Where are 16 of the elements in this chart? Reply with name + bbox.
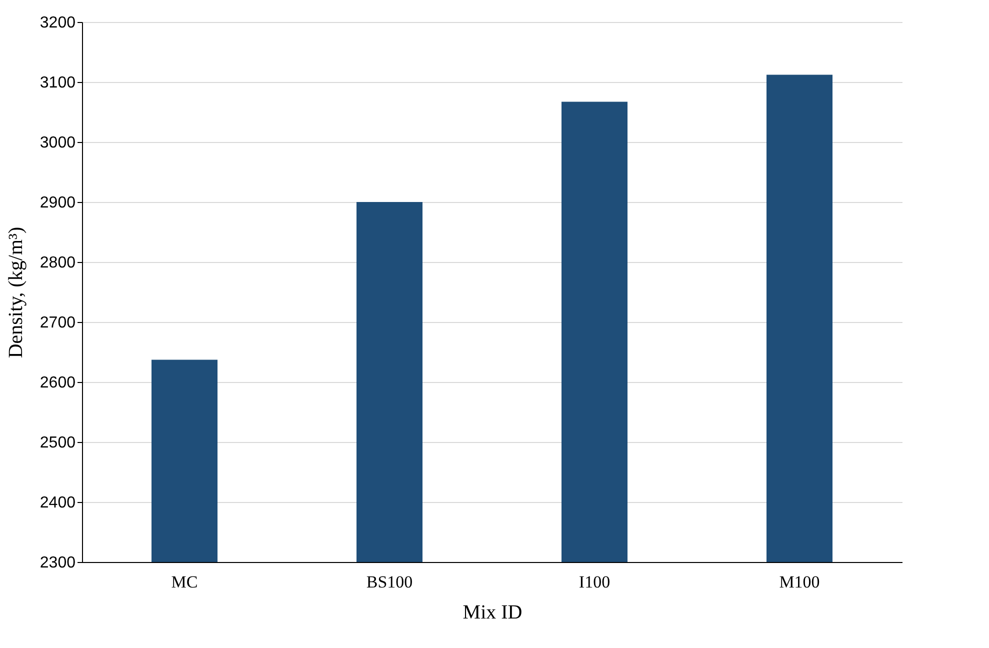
x-tick-label: I100 bbox=[578, 572, 610, 592]
y-tick-label: 2900 bbox=[40, 194, 76, 212]
y-tick-label: 3100 bbox=[40, 74, 76, 92]
y-tick-label: 2300 bbox=[40, 554, 76, 572]
y-tick-label: 2600 bbox=[40, 374, 76, 392]
y-axis-title: Density, (kg/m³) bbox=[4, 226, 27, 358]
y-tick-label: 2800 bbox=[40, 254, 76, 272]
y-tick-label: 3200 bbox=[40, 14, 76, 32]
x-tick-label: MC bbox=[171, 572, 198, 592]
x-tick-label: M100 bbox=[779, 572, 820, 592]
y-tick-label: 3000 bbox=[40, 134, 76, 152]
x-tick-label: BS100 bbox=[366, 572, 413, 592]
y-tick-label: 2700 bbox=[40, 314, 76, 332]
y-tick-label: 2500 bbox=[40, 434, 76, 452]
y-tick-label: 2400 bbox=[40, 494, 76, 512]
x-axis-title: Mix ID bbox=[462, 602, 522, 624]
